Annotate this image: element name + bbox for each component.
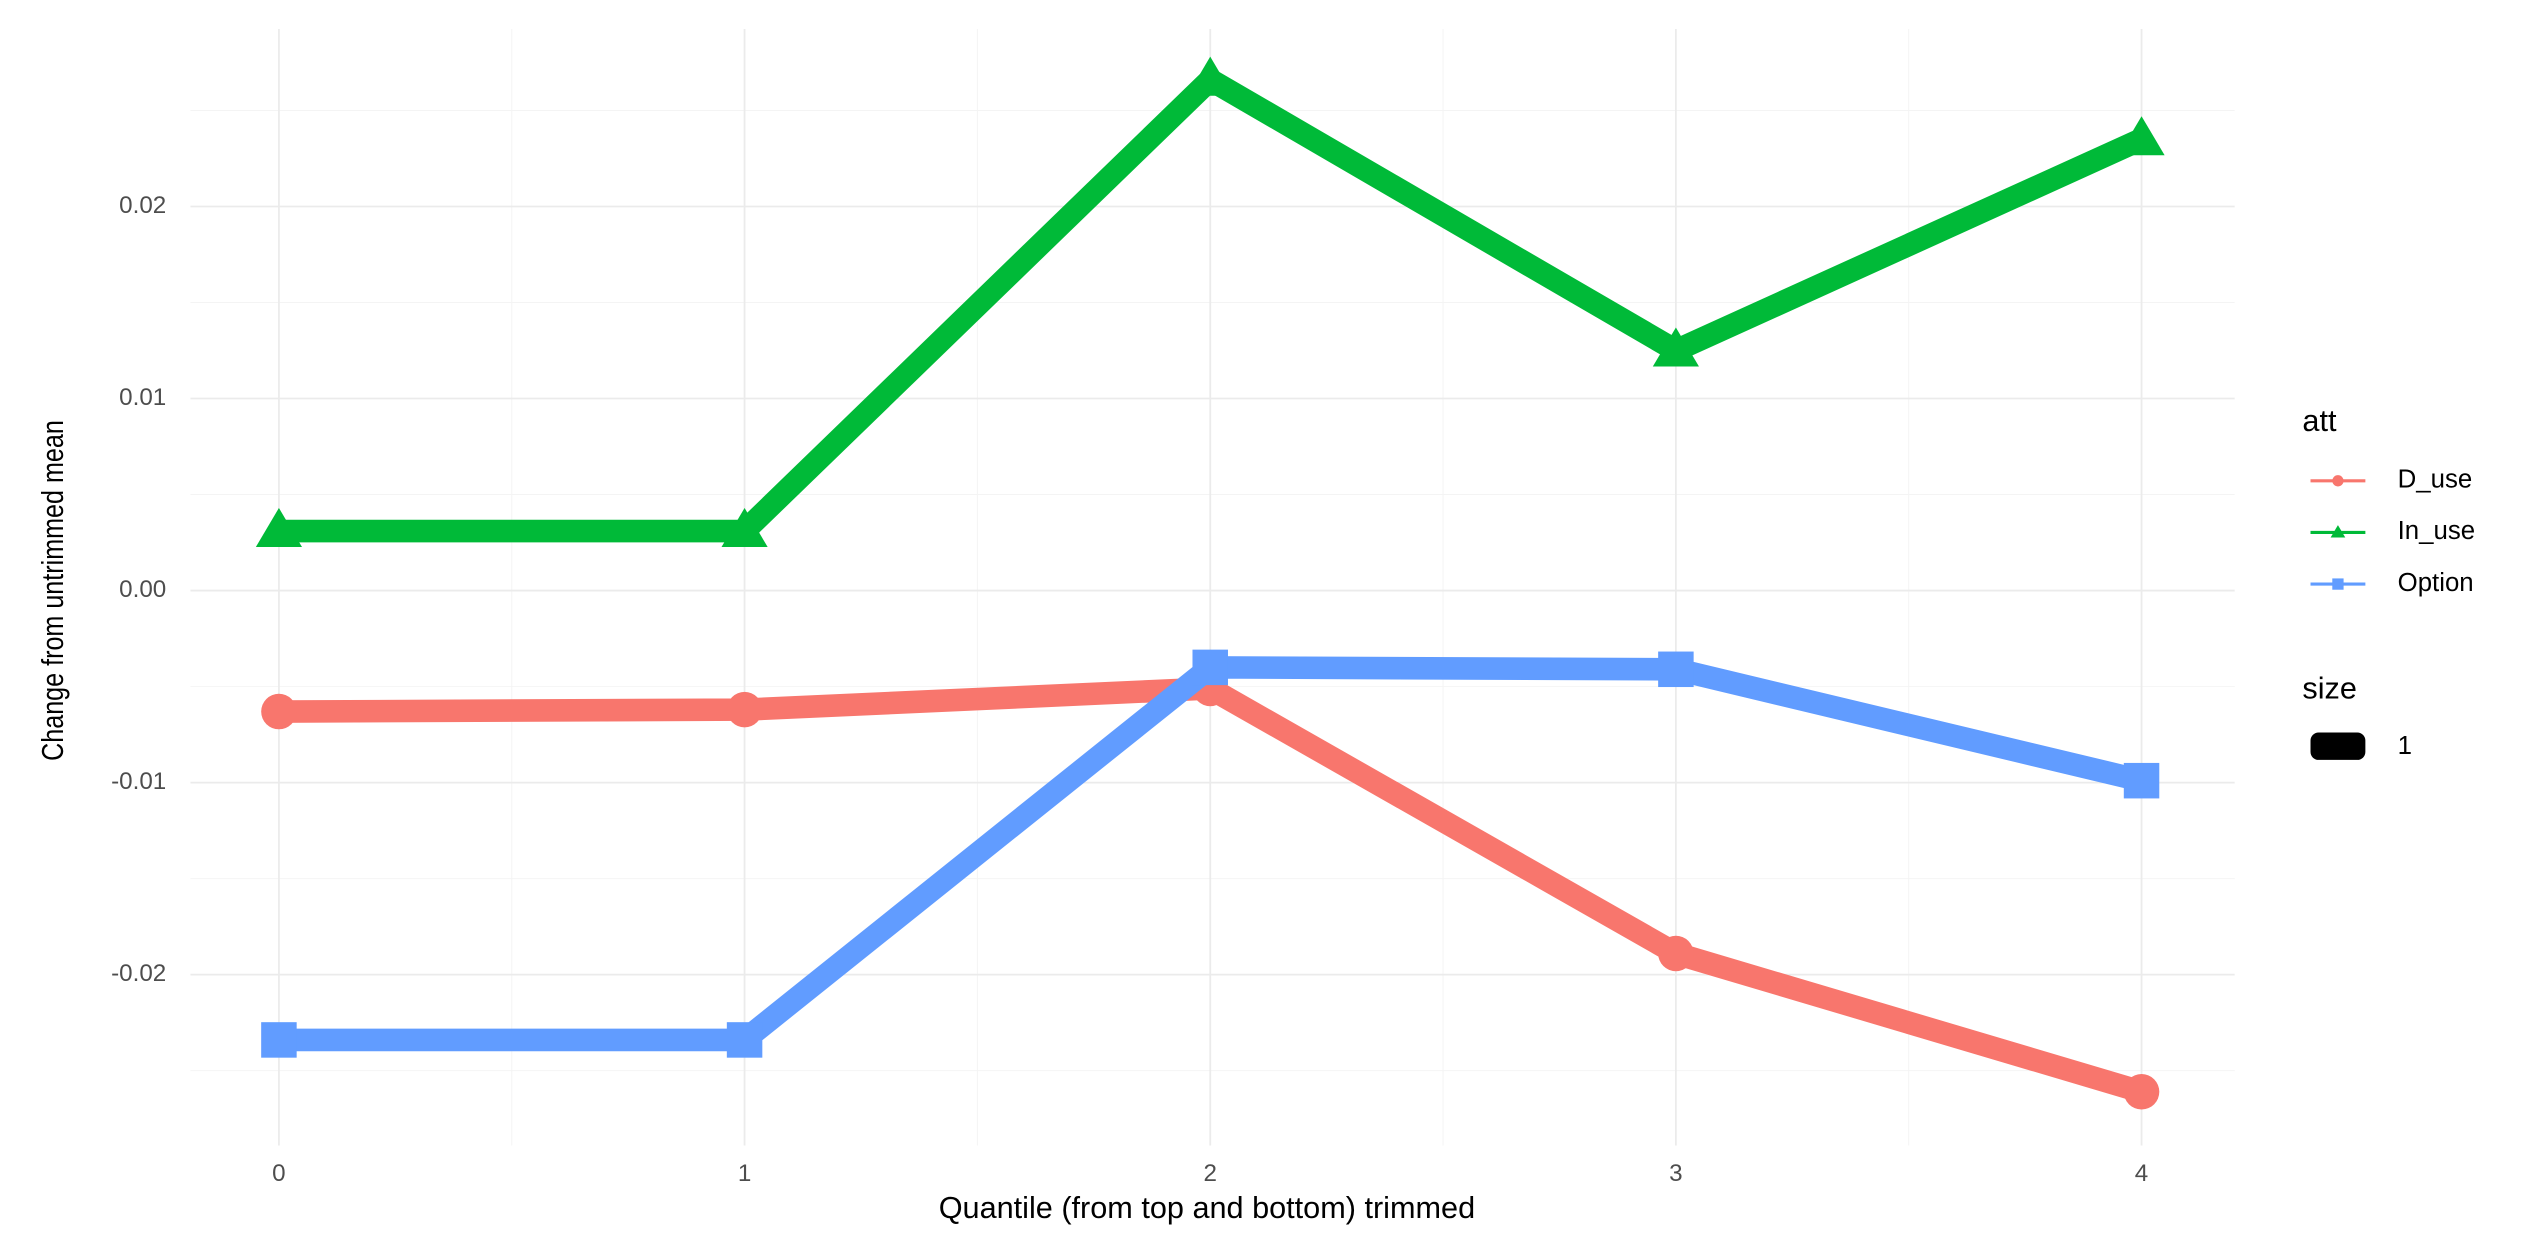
point xyxy=(261,693,297,730)
point xyxy=(1187,56,1234,96)
x-tick-label: 2 xyxy=(1204,1160,1217,1187)
legend-label: Option xyxy=(2398,569,2474,597)
legend-key-marker xyxy=(2330,525,2346,538)
x-tick-label: 4 xyxy=(2135,1160,2148,1187)
point xyxy=(2123,762,2160,799)
legend-label: D_use xyxy=(2398,466,2473,494)
point xyxy=(726,1022,763,1058)
y-tick-label: 0.01 xyxy=(119,384,166,411)
size-legend-title: size xyxy=(2302,672,2357,706)
x-tick-label: 0 xyxy=(272,1160,285,1187)
legend-key-marker xyxy=(2332,475,2344,487)
x-tick-label: 3 xyxy=(1669,1160,1682,1187)
x-axis-title: Quantile (from top and bottom) trimmed xyxy=(939,1191,1475,1225)
point xyxy=(1658,935,1694,972)
point xyxy=(721,507,768,548)
legend-key-marker xyxy=(2332,578,2344,590)
legend-title: att xyxy=(2302,404,2337,438)
size-legend-label: 1 xyxy=(2398,732,2412,760)
point xyxy=(2123,1074,2160,1110)
point xyxy=(261,1022,297,1058)
point xyxy=(2118,116,2165,156)
size-legend-key xyxy=(2310,732,2366,760)
y-tick-label: 0.00 xyxy=(119,576,166,603)
point xyxy=(1652,327,1699,367)
y-tick-label: -0.02 xyxy=(111,960,166,987)
point xyxy=(726,691,763,728)
y-tick-label: 0.02 xyxy=(119,192,166,219)
point xyxy=(1658,651,1694,688)
grid xyxy=(190,29,2235,1146)
legend-label: In_use xyxy=(2398,517,2475,545)
y-axis-title: Change from untrimmed mean xyxy=(36,420,70,761)
point xyxy=(1192,649,1228,686)
point xyxy=(255,507,302,548)
y-tick-label: -0.01 xyxy=(111,768,166,795)
x-tick-label: 1 xyxy=(738,1160,751,1187)
